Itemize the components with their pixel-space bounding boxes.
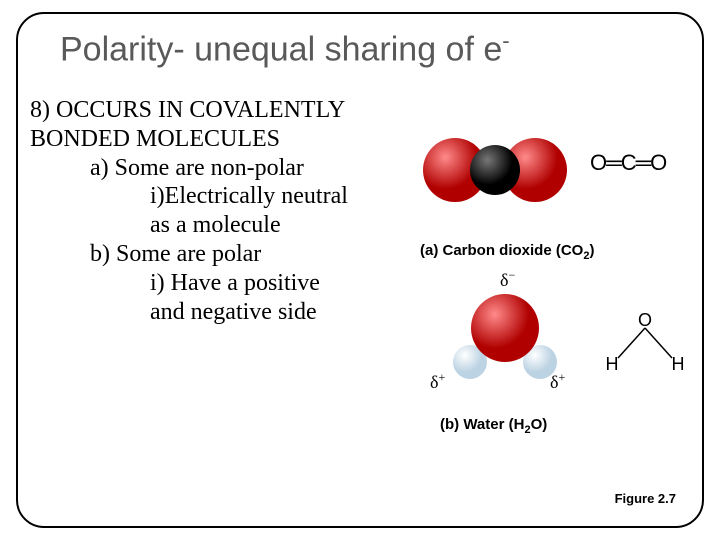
svg-text:H: H: [606, 354, 619, 374]
line-b: b) Some are polar: [90, 240, 420, 269]
h2o-structural-formula: O H H: [600, 310, 690, 380]
line-bi2: and negative side: [150, 298, 420, 327]
svg-text:O: O: [638, 310, 652, 330]
delta-plus-left-label: δ+: [430, 370, 445, 393]
co2-structural-formula: O═C═O: [590, 150, 666, 176]
line-ai2: as a molecule: [150, 211, 420, 240]
figure-reference: Figure 2.7: [615, 491, 676, 506]
co2-molecule-icon: [420, 120, 570, 220]
content-text: 8) OCCURS IN COVALENTLY BONDED MOLECULES…: [30, 96, 420, 326]
line-a: a) Some are non-polar: [90, 154, 420, 183]
line-bi: i) Have a positive: [150, 269, 420, 298]
line-8b: BONDED MOLECULES: [30, 125, 420, 154]
line-ai: i)Electrically neutral: [150, 182, 420, 211]
line-8: 8) OCCURS IN COVALENTLY: [30, 96, 420, 125]
slide-title: Polarity- unequal sharing of e-: [60, 28, 510, 69]
co2-caption: (a) Carbon dioxide (CO2): [420, 242, 594, 262]
svg-text:H: H: [672, 354, 685, 374]
delta-minus-label: δ−: [500, 268, 515, 291]
h2o-caption: (b) Water (H2O): [440, 416, 547, 436]
delta-plus-right-label: δ+: [550, 370, 565, 393]
